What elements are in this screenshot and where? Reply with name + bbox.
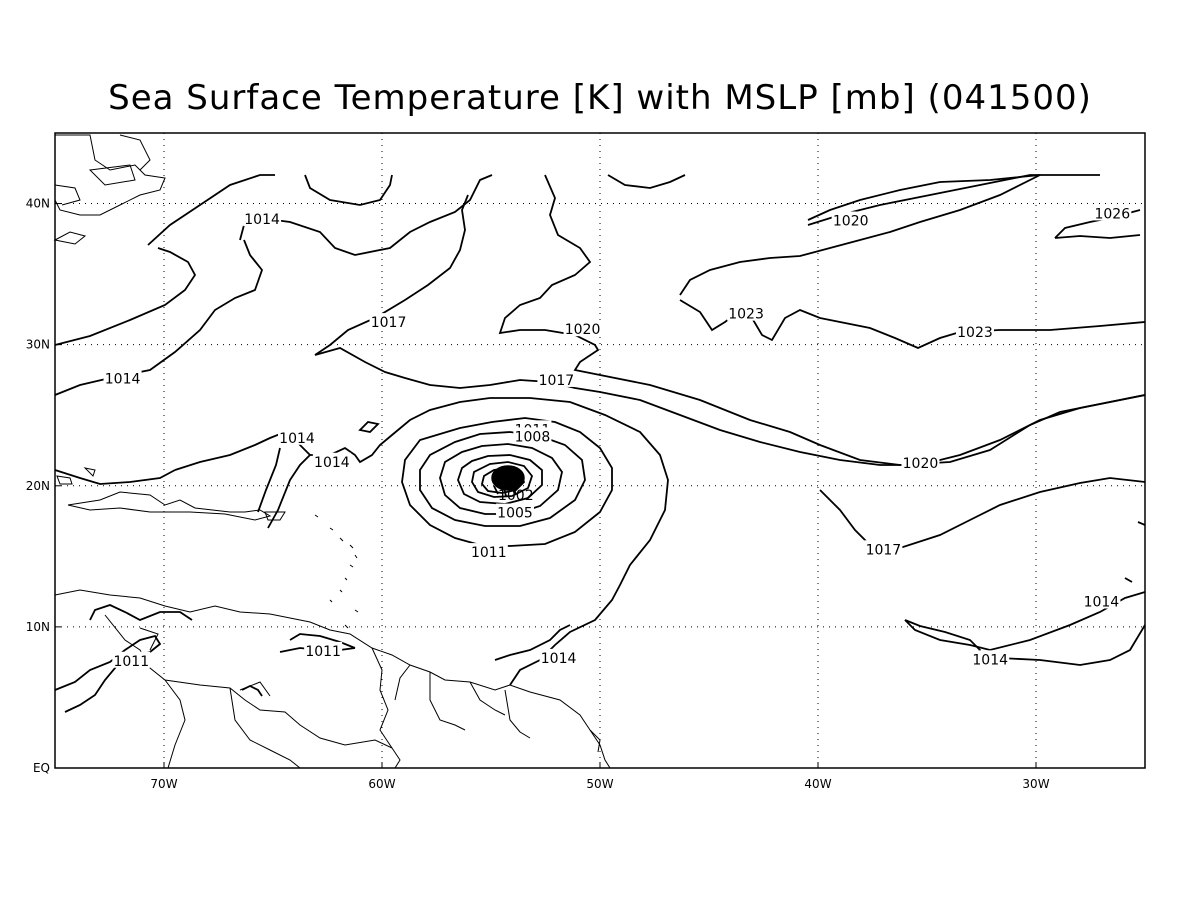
contour-label: 1026	[1093, 204, 1132, 222]
contour-label-background	[563, 320, 602, 337]
contour-label: 1014	[1082, 592, 1121, 610]
contour-label-text: 1014	[541, 651, 577, 667]
contour-label: 1020	[831, 211, 870, 229]
lat-tick-label: EQ	[33, 761, 50, 775]
lat-tick-label: 30N	[26, 338, 50, 352]
contour-label-text: 1017	[539, 373, 575, 389]
contour-label-text: 1014	[279, 431, 315, 447]
contour-label: 1020	[563, 320, 602, 338]
contour-label-background	[277, 428, 316, 445]
contour-label-text: 1011	[471, 545, 507, 561]
contour-label-background	[727, 304, 766, 321]
grid-lines	[55, 133, 1145, 768]
contour-label: 1014	[277, 428, 316, 447]
contour-label: 1011	[112, 651, 151, 670]
contour-labels: 1014 1017 1014 1014 1014 1020 1017 1011 1008 1005…	[103, 204, 1132, 670]
axis-ticks: 70W 60W 50W 40W 30W EQ 10N 20N 30N 40N	[26, 197, 1050, 791]
contour-label-background	[495, 503, 534, 520]
lon-tick-label: 30W	[1022, 777, 1049, 791]
lon-tick-label: 70W	[150, 777, 177, 791]
contour-label-background	[971, 650, 1010, 667]
lat-tick-label: 40N	[26, 197, 50, 211]
contour-label-text: 1014	[972, 652, 1008, 668]
contour-label-background	[304, 641, 343, 658]
lat-tick-label: 10N	[26, 620, 50, 634]
contour-label-background	[513, 427, 552, 444]
lat-tick-label: 20N	[26, 479, 50, 493]
contour-label-background	[1093, 204, 1132, 221]
contour-label-text: 1026	[1094, 206, 1130, 222]
contour-label-text: 1020	[903, 456, 939, 472]
contour-label-background	[864, 540, 903, 557]
contour-label: 1020	[901, 454, 940, 472]
contour-label-background	[103, 369, 142, 386]
contour-label-background	[955, 322, 994, 339]
contour-label-background	[243, 210, 282, 227]
lon-tick-label: 60W	[368, 777, 395, 791]
contour-label: 1005	[495, 503, 534, 522]
contour-label-background	[537, 370, 576, 387]
contour-label: 1014	[971, 650, 1010, 668]
contour-label-text: 1017	[371, 315, 407, 331]
contour-label-text: 1023	[728, 307, 764, 323]
contour-label-background	[831, 211, 870, 228]
contour-label-text: 1020	[833, 213, 869, 229]
contour-label-text: 1014	[1084, 594, 1120, 610]
contour-label: 1023	[727, 304, 766, 323]
contour-label: 1017	[369, 313, 408, 331]
contour-label-text: 1014	[244, 212, 280, 228]
low-ring-label: 1002	[498, 488, 534, 504]
contour-label: 1008	[513, 427, 552, 445]
lon-tick-label: 40W	[804, 777, 831, 791]
contour-label-text: 1014	[105, 372, 141, 388]
contour-label-text: 1011	[305, 644, 341, 660]
contour-label: 1023	[955, 322, 994, 341]
contour-label: 1011	[304, 641, 343, 660]
coastlines	[53, 134, 611, 769]
map-title: Sea Surface Temperature [K] with MSLP [m…	[108, 78, 1092, 118]
contour-label-background	[1082, 592, 1121, 609]
lon-tick-label: 50W	[586, 777, 613, 791]
contour-label-background	[112, 651, 151, 668]
contour-label: 1017	[537, 370, 576, 389]
contour-label-text: 1011	[113, 654, 149, 670]
contour-label-background	[469, 543, 508, 560]
contour-label: 1014	[539, 648, 578, 667]
contour-label-text: 1023	[957, 325, 993, 341]
contour-label: 1014	[312, 452, 351, 471]
contour-label-background	[539, 648, 578, 665]
contour-label: 1014	[243, 210, 282, 228]
contour-label-text: 1008	[515, 429, 551, 445]
contour-label: 1014	[103, 369, 142, 388]
contour-label-text: 1005	[497, 506, 533, 522]
contour-label-text: 1014	[314, 455, 350, 471]
contour-label: 1011	[469, 543, 508, 561]
contour-label-background	[312, 452, 351, 469]
contour-label: 1017	[864, 540, 903, 558]
contour-label-text: 1020	[565, 322, 601, 338]
contour-label-background	[369, 313, 408, 330]
contour-label-text: 1017	[866, 542, 902, 558]
contour-label-background	[901, 454, 940, 471]
map-frame	[54, 132, 1146, 769]
